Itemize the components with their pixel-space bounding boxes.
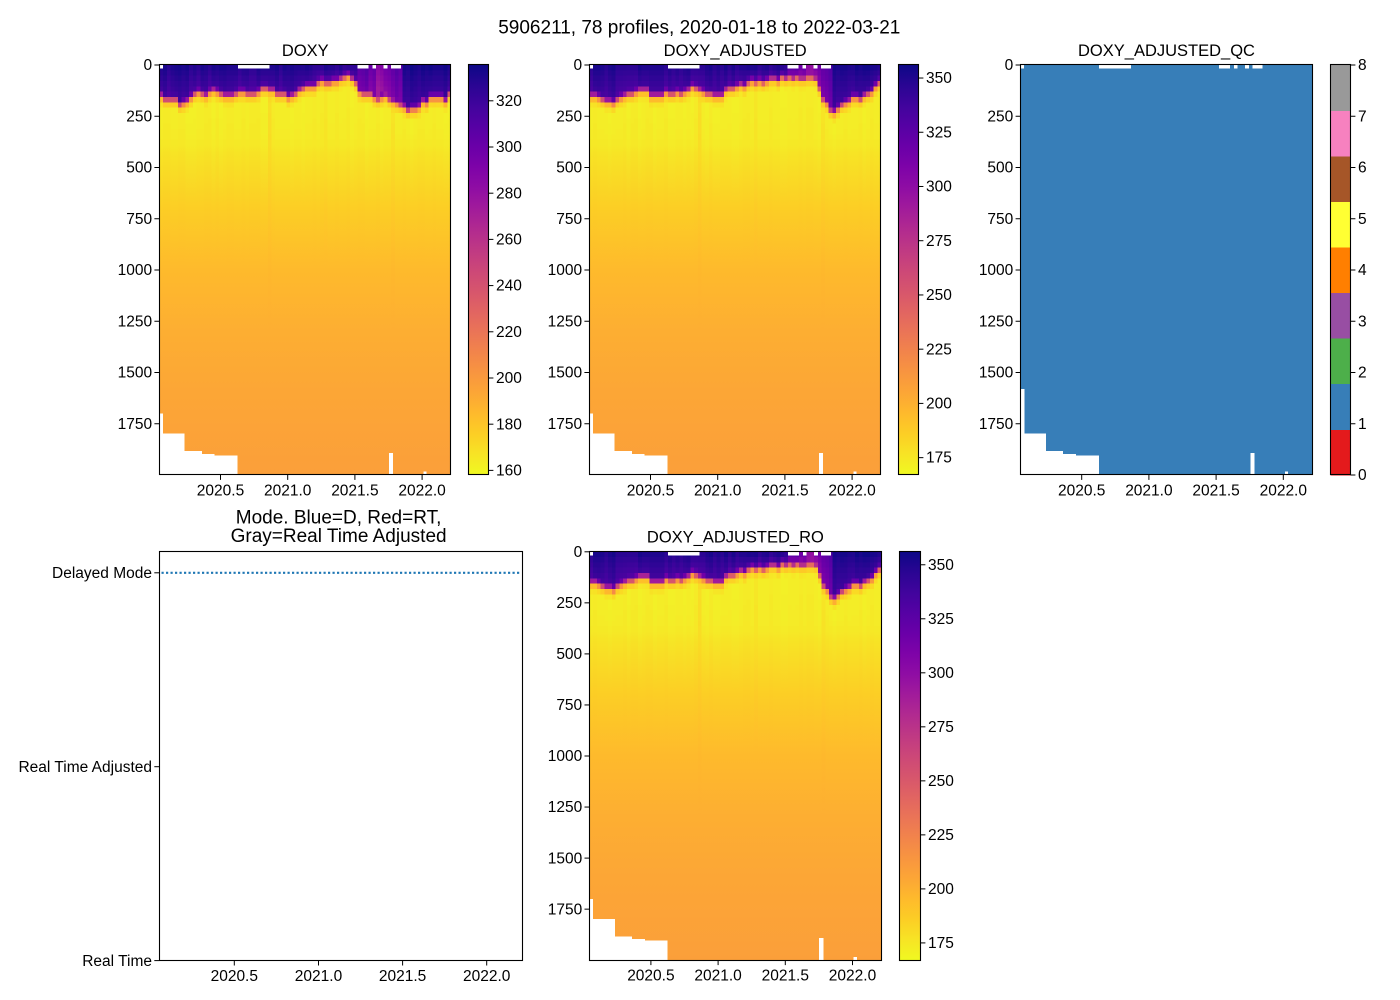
svg-text:0: 0 [143, 57, 152, 74]
svg-text:250: 250 [987, 109, 1013, 126]
svg-text:280: 280 [496, 185, 522, 202]
svg-text:2: 2 [1358, 365, 1367, 382]
svg-text:2022.0: 2022.0 [463, 968, 511, 985]
svg-text:275: 275 [926, 233, 952, 250]
svg-text:225: 225 [928, 827, 954, 844]
svg-text:260: 260 [496, 232, 522, 249]
svg-text:2020.5: 2020.5 [1058, 483, 1105, 500]
svg-text:5906211, 78 profiles, 2020-01-: 5906211, 78 profiles, 2020-01-18 to 2022… [498, 18, 900, 39]
svg-text:4: 4 [1358, 262, 1367, 279]
svg-text:175: 175 [926, 450, 952, 467]
svg-text:7: 7 [1358, 108, 1367, 125]
svg-text:750: 750 [987, 211, 1013, 228]
svg-text:750: 750 [556, 697, 582, 714]
svg-text:Mode. Blue=D, Red=RT,: Mode. Blue=D, Red=RT, [236, 508, 442, 529]
svg-text:750: 750 [126, 211, 152, 228]
svg-text:300: 300 [928, 665, 954, 682]
svg-text:1250: 1250 [548, 799, 583, 816]
svg-text:0: 0 [1358, 467, 1367, 484]
svg-text:2021.5: 2021.5 [331, 483, 378, 500]
svg-text:2022.0: 2022.0 [1260, 483, 1308, 500]
svg-text:1: 1 [1358, 416, 1367, 433]
svg-text:2021.0: 2021.0 [1125, 483, 1173, 500]
svg-text:0: 0 [574, 544, 583, 561]
svg-text:5: 5 [1358, 211, 1367, 228]
svg-text:1500: 1500 [118, 365, 153, 382]
svg-text:160: 160 [496, 463, 522, 480]
svg-text:DOXY_ADJUSTED_RO: DOXY_ADJUSTED_RO [647, 529, 824, 547]
svg-text:1750: 1750 [979, 416, 1014, 433]
svg-text:2021.0: 2021.0 [694, 968, 742, 985]
svg-text:175: 175 [928, 935, 954, 952]
svg-text:1250: 1250 [979, 313, 1014, 330]
svg-text:2021.5: 2021.5 [379, 968, 426, 985]
svg-text:180: 180 [496, 416, 522, 433]
svg-text:250: 250 [556, 109, 582, 126]
svg-text:1000: 1000 [548, 748, 583, 765]
svg-text:1750: 1750 [548, 901, 583, 918]
svg-text:750: 750 [556, 211, 582, 228]
svg-text:2020.5: 2020.5 [627, 483, 674, 500]
svg-text:DOXY_ADJUSTED: DOXY_ADJUSTED [664, 42, 807, 60]
svg-text:1000: 1000 [118, 262, 153, 279]
svg-text:200: 200 [926, 396, 952, 413]
svg-text:1750: 1750 [118, 416, 153, 433]
svg-text:Real Time Adjusted: Real Time Adjusted [18, 759, 152, 776]
svg-text:2021.0: 2021.0 [295, 968, 343, 985]
svg-text:2021.0: 2021.0 [264, 483, 312, 500]
svg-text:1250: 1250 [548, 313, 583, 330]
svg-text:325: 325 [928, 611, 954, 628]
svg-text:225: 225 [926, 341, 952, 358]
svg-text:300: 300 [496, 139, 522, 156]
svg-text:2020.5: 2020.5 [197, 483, 244, 500]
svg-text:2020.5: 2020.5 [627, 968, 674, 985]
svg-text:2021.0: 2021.0 [694, 483, 742, 500]
svg-text:1500: 1500 [548, 850, 583, 867]
svg-text:1000: 1000 [979, 262, 1014, 279]
svg-text:1500: 1500 [548, 365, 583, 382]
svg-text:2022.0: 2022.0 [829, 968, 877, 985]
svg-text:250: 250 [928, 773, 954, 790]
svg-text:0: 0 [1005, 57, 1014, 74]
svg-text:250: 250 [926, 287, 952, 304]
svg-text:1750: 1750 [548, 416, 583, 433]
svg-text:500: 500 [126, 160, 152, 177]
svg-text:1250: 1250 [118, 313, 153, 330]
svg-text:325: 325 [926, 124, 952, 141]
svg-text:200: 200 [496, 370, 522, 387]
svg-text:1500: 1500 [979, 365, 1014, 382]
svg-text:Real Time: Real Time [82, 953, 152, 970]
svg-text:2022.0: 2022.0 [398, 483, 446, 500]
svg-text:220: 220 [496, 324, 522, 341]
svg-text:300: 300 [926, 179, 952, 196]
svg-text:2022.0: 2022.0 [828, 483, 876, 500]
svg-text:500: 500 [556, 160, 582, 177]
svg-text:3: 3 [1358, 313, 1367, 330]
svg-text:500: 500 [987, 160, 1013, 177]
svg-text:2021.5: 2021.5 [761, 483, 808, 500]
svg-text:350: 350 [928, 557, 954, 574]
svg-text:200: 200 [928, 881, 954, 898]
svg-text:0: 0 [573, 57, 582, 74]
svg-text:8: 8 [1358, 57, 1367, 74]
svg-text:250: 250 [556, 595, 582, 612]
svg-text:2021.5: 2021.5 [1192, 483, 1239, 500]
svg-text:500: 500 [556, 646, 582, 663]
svg-text:DOXY_ADJUSTED_QC: DOXY_ADJUSTED_QC [1078, 42, 1255, 60]
svg-text:275: 275 [928, 719, 954, 736]
svg-text:2021.5: 2021.5 [762, 968, 809, 985]
svg-text:1000: 1000 [548, 262, 583, 279]
svg-text:2020.5: 2020.5 [211, 968, 258, 985]
svg-text:6: 6 [1358, 160, 1367, 177]
svg-text:350: 350 [926, 70, 952, 87]
svg-text:320: 320 [496, 93, 522, 110]
svg-text:DOXY: DOXY [282, 42, 329, 60]
svg-text:240: 240 [496, 278, 522, 295]
svg-text:Gray=Real Time Adjusted: Gray=Real Time Adjusted [231, 526, 447, 547]
svg-text:250: 250 [126, 109, 152, 126]
svg-text:Delayed Mode: Delayed Mode [52, 565, 152, 582]
